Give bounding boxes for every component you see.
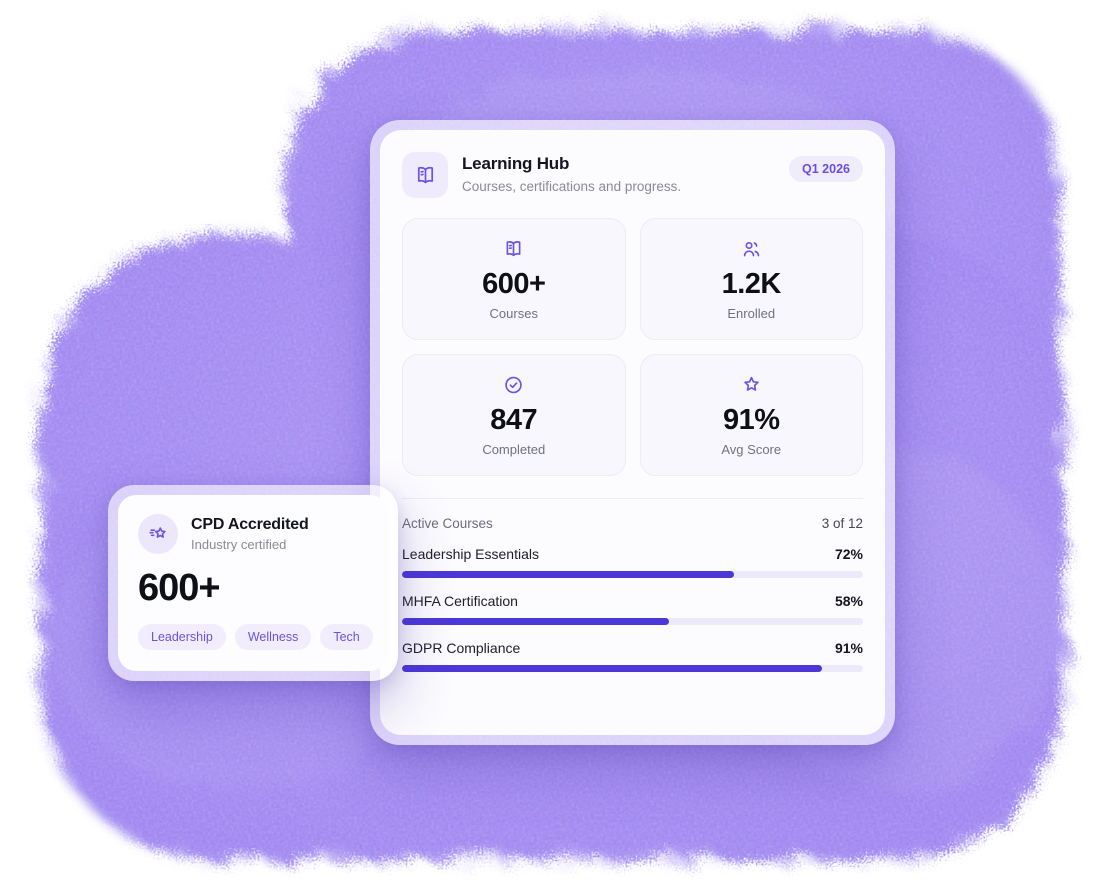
- cpd-accredited-card: CPD Accredited Industry certified 600+ L…: [108, 485, 398, 681]
- quarter-badge: Q1 2026: [789, 156, 863, 182]
- stat-label: Enrolled: [727, 305, 776, 321]
- star-icon: [744, 376, 759, 391]
- stat-value: 91%: [722, 403, 780, 436]
- course-name: Leadership Essentials: [402, 546, 539, 562]
- stat-value: 600+: [482, 267, 546, 300]
- active-courses-header: Active Courses 3 of 12: [402, 516, 863, 531]
- progress-fill: [402, 665, 822, 672]
- shooting-star-icon-circle: [138, 514, 178, 554]
- tag-tech[interactable]: Tech: [320, 624, 373, 650]
- stat-card-courses[interactable]: 600+ Courses: [402, 218, 626, 340]
- progress-track: [402, 665, 863, 672]
- book-icon: [417, 166, 433, 183]
- page-title: Learning Hub: [462, 154, 570, 173]
- course-name: GDPR Compliance: [402, 640, 521, 656]
- book-icon-tile: [402, 152, 448, 198]
- book-icon: [506, 240, 521, 256]
- tag-leadership[interactable]: Leadership: [138, 624, 226, 650]
- users-icon: [743, 241, 759, 256]
- page-subtitle: Courses, certifications and progress.: [462, 179, 682, 194]
- tag-wellness[interactable]: Wellness: [234, 624, 312, 650]
- mini-card-subtitle: Industry certified: [191, 537, 287, 552]
- stat-value: 847: [490, 403, 538, 436]
- progress-track: [402, 618, 863, 625]
- course-percent: 91%: [834, 640, 863, 656]
- course-row-gdpr-compliance[interactable]: GDPR Compliance 91%: [402, 640, 863, 672]
- course-row-mhfa-certification[interactable]: MHFA Certification 58%: [402, 593, 863, 625]
- check-circle-icon: [505, 376, 523, 393]
- stat-label: Courses: [489, 305, 538, 321]
- stats-grid: 600+ Courses 1.2K Enrolled: [402, 218, 863, 476]
- course-percent: 58%: [834, 593, 863, 609]
- stat-card-avg-score[interactable]: 91% Avg Score: [639, 354, 863, 476]
- section-title: Active Courses: [402, 516, 493, 531]
- progress-fill: [402, 618, 670, 625]
- shooting-star-icon: [149, 527, 166, 538]
- course-count: 3 of 12: [821, 516, 863, 531]
- stat-card-enrolled[interactable]: 1.2K Enrolled: [639, 218, 863, 340]
- divider: [402, 498, 863, 499]
- mini-card-value: 600+: [138, 567, 221, 609]
- progress-track: [402, 571, 863, 578]
- course-row-leadership-essentials[interactable]: Leadership Essentials 72%: [402, 546, 863, 578]
- tag-list: Leadership Wellness Tech: [138, 624, 373, 650]
- mini-card-title: CPD Accredited: [191, 516, 309, 533]
- card-header: Learning Hub Courses, certifications and…: [402, 152, 863, 198]
- progress-fill: [402, 571, 734, 578]
- stat-value: 1.2K: [721, 267, 782, 300]
- stat-label: Avg Score: [721, 441, 782, 457]
- stat-label: Completed: [482, 441, 546, 457]
- course-percent: 72%: [834, 546, 863, 562]
- learning-hub-card: Learning Hub Courses, certifications and…: [370, 120, 895, 745]
- mini-card-header: CPD Accredited Industry certified: [138, 514, 368, 554]
- course-name: MHFA Certification: [402, 593, 518, 609]
- stat-card-completed[interactable]: 847 Completed: [402, 354, 626, 476]
